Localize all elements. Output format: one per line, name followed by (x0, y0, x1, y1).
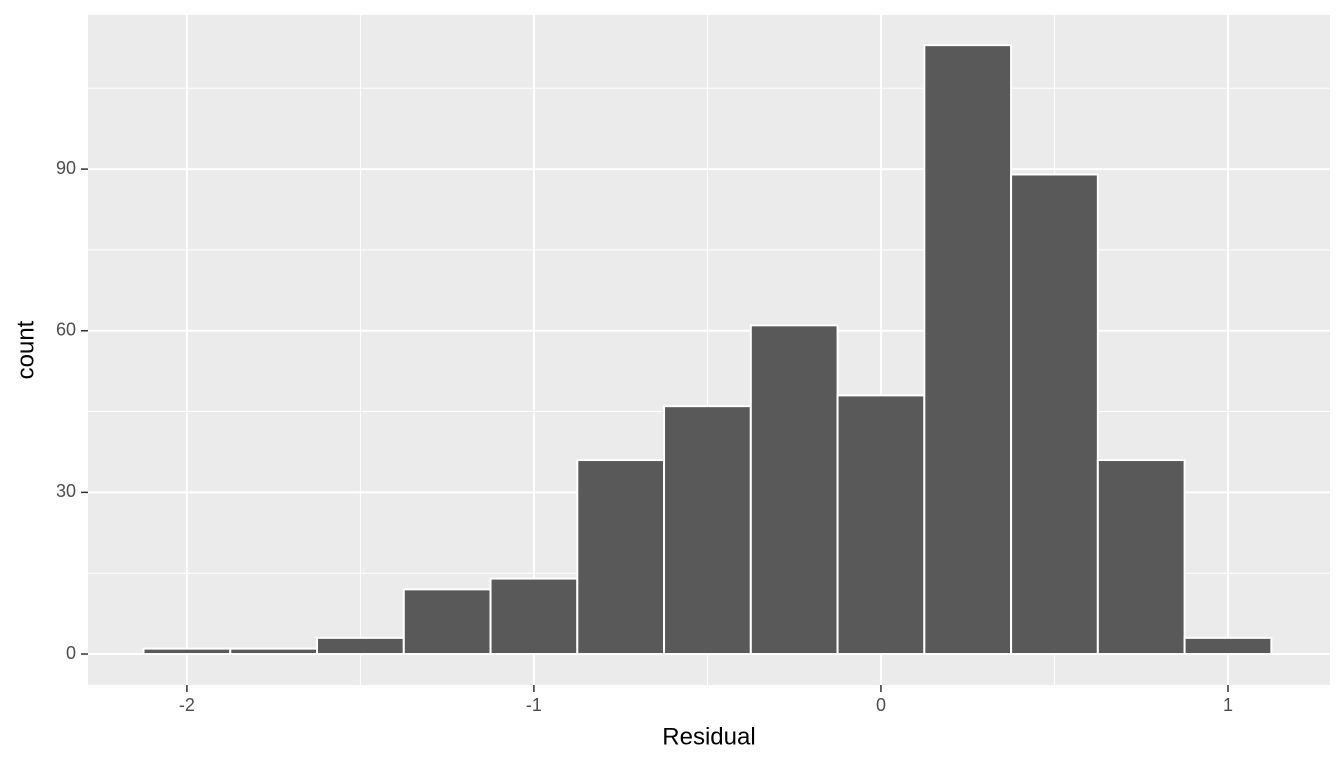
bar (1010, 173, 1099, 656)
bar (229, 647, 319, 656)
bar (749, 324, 839, 656)
bar (316, 636, 405, 656)
bar (142, 647, 232, 656)
bar (923, 44, 1013, 656)
bar (663, 405, 752, 656)
y-axis-title: count (12, 320, 39, 379)
x-tick-label: 1 (1223, 695, 1233, 715)
bar (489, 577, 579, 656)
bar (576, 459, 666, 656)
x-tick-label: -2 (179, 695, 195, 715)
y-tick-label: 90 (56, 158, 76, 178)
bar (402, 588, 492, 656)
x-tick-label: 0 (876, 695, 886, 715)
y-tick-label: 60 (56, 319, 76, 339)
bar (836, 394, 926, 656)
bar (1096, 459, 1186, 656)
y-tick-label: 0 (66, 643, 76, 663)
y-tick-label: 30 (56, 481, 76, 501)
x-axis-title: Residual (662, 723, 755, 750)
bar (1183, 636, 1273, 656)
x-tick-label: -1 (526, 695, 542, 715)
